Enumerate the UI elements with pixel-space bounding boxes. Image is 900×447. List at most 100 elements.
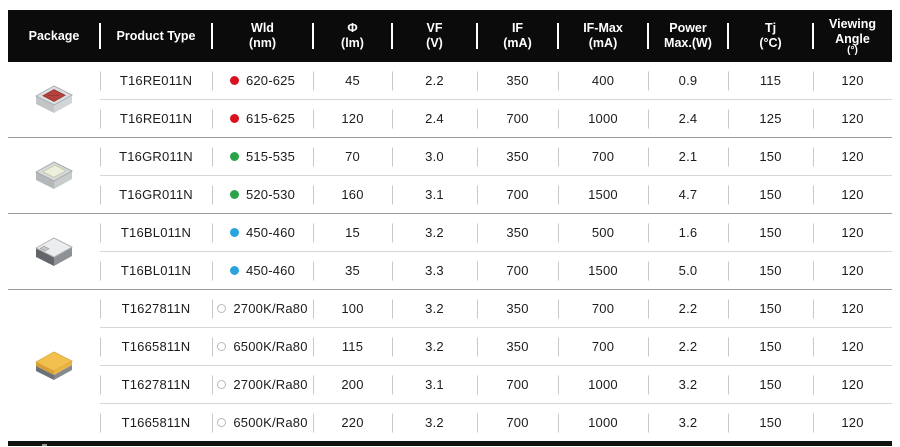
group-rows: T16RE011N 620-625 45 2.2 350 400 0.9 115 120 T16R…: [100, 62, 892, 137]
table-body: T16RE011N 620-625 45 2.2 350 400 0.9 115 120 T16R…: [8, 62, 892, 441]
column-header-line: Tj: [764, 21, 777, 36]
column-header-line: IF: [511, 21, 524, 36]
wld-value: 520-530: [245, 187, 296, 202]
cell-if-max: 1500: [558, 176, 648, 213]
cell-viewing-angle: 120: [813, 290, 892, 327]
cell-if: 700: [477, 176, 558, 213]
column-header-package: Package: [8, 10, 100, 62]
column-header-if: IF (mA): [477, 10, 558, 62]
cell-tj: 125: [728, 100, 813, 137]
cell-vf: 2.4: [392, 100, 477, 137]
cell-if: 700: [477, 366, 558, 403]
table-row: T16GR011N 520-530 160 3.1 700 1500 4.7 150 120: [100, 175, 892, 213]
cell-power-max: 4.7: [648, 176, 728, 213]
column-header-line: Viewing: [828, 16, 876, 31]
table-row: T1627811N 2700K/Ra80 100 3.2 350 700 2.2 150 120: [100, 290, 892, 327]
cell-tj: 150: [728, 290, 813, 327]
bottom-rule: [8, 441, 892, 446]
cell-if: 700: [477, 252, 558, 289]
column-header-wld: Wld (nm): [212, 10, 313, 62]
cell-wld: 6500K/Ra80: [212, 404, 313, 441]
cell-power-max: 5.0: [648, 252, 728, 289]
cell-tj: 150: [728, 138, 813, 175]
product-group: T16GR011N 515-535 70 3.0 350 700 2.1 150 120 T16G…: [8, 137, 892, 213]
wld-value: 615-625: [245, 111, 296, 126]
red-dot-icon: [229, 76, 239, 85]
column-header-if_max: IF-Max (mA): [558, 10, 648, 62]
cell-wld: 450-460: [212, 252, 313, 289]
group-rows: T16GR011N 515-535 70 3.0 350 700 2.1 150 120 T16G…: [100, 138, 892, 213]
table-row: T16RE011N 620-625 45 2.2 350 400 0.9 115 120: [100, 62, 892, 99]
column-header-line: (nm): [248, 36, 277, 50]
cell-product-type: T16GR011N: [100, 138, 212, 175]
cell-wld: 6500K/Ra80: [212, 328, 313, 365]
column-header-line: (mA): [503, 36, 532, 50]
cell-power-max: 2.2: [648, 328, 728, 365]
cell-tj: 150: [728, 404, 813, 441]
cell-power-max: 3.2: [648, 366, 728, 403]
white-circle-icon: [217, 380, 227, 389]
cell-if-max: 1000: [558, 404, 648, 441]
cell-product-type: T16RE011N: [100, 100, 212, 137]
column-header-line: Package: [28, 28, 80, 43]
cell-flux: 120: [313, 100, 392, 137]
cell-viewing-angle: 120: [813, 252, 892, 289]
cell-vf: 3.1: [392, 176, 477, 213]
cell-tj: 150: [728, 214, 813, 251]
column-header-line: Power: [669, 21, 707, 36]
cell-tj: 150: [728, 252, 813, 289]
blue-dot-icon: [229, 228, 239, 237]
cell-flux: 220: [313, 404, 392, 441]
cell-if-max: 700: [558, 328, 648, 365]
cell-vf: 3.3: [392, 252, 477, 289]
cell-wld: 2700K/Ra80: [212, 366, 313, 403]
cell-wld: 615-625: [212, 100, 313, 137]
table-row: T16RE011N 615-625 120 2.4 700 1000 2.4 125 120: [100, 99, 892, 137]
cell-power-max: 0.9: [648, 62, 728, 99]
led-package-blue-icon: [8, 214, 100, 289]
table-header: Package Product Type Wld (nm) Φ (lm) VF (V) IF (m…: [8, 10, 892, 62]
cell-wld: 450-460: [212, 214, 313, 251]
cell-if: 350: [477, 214, 558, 251]
cell-vf: 3.2: [392, 290, 477, 327]
led-package-red-icon: [8, 62, 100, 137]
cell-if: 700: [477, 100, 558, 137]
cell-wld: 2700K/Ra80: [212, 290, 313, 327]
product-group: T16BL011N 450-460 15 3.2 350 500 1.6 150 120 T16B…: [8, 213, 892, 289]
column-header-line: Product Type: [116, 28, 196, 43]
cell-power-max: 3.2: [648, 404, 728, 441]
column-header-line: (V): [426, 36, 443, 50]
column-header-vf: VF (V): [392, 10, 477, 62]
cell-if-max: 400: [558, 62, 648, 99]
cell-if-max: 1000: [558, 100, 648, 137]
column-header-line: Wld: [251, 21, 274, 36]
led-package-green-icon: [8, 138, 100, 213]
cell-tj: 150: [728, 176, 813, 213]
wld-value: 2700K/Ra80: [233, 377, 308, 392]
column-header-line: Max.(W): [664, 36, 712, 50]
cell-product-type: T1627811N: [100, 366, 212, 403]
column-header-line: (mA): [588, 36, 618, 50]
cell-if: 350: [477, 328, 558, 365]
cell-viewing-angle: 120: [813, 404, 892, 441]
cell-power-max: 2.2: [648, 290, 728, 327]
group-rows: T16BL011N 450-460 15 3.2 350 500 1.6 150 120 T16B…: [100, 214, 892, 289]
wld-value: 515-535: [245, 149, 296, 164]
cell-if-max: 500: [558, 214, 648, 251]
cell-wld: 520-530: [212, 176, 313, 213]
cell-flux: 100: [313, 290, 392, 327]
cell-product-type: T16GR011N: [100, 176, 212, 213]
cell-product-type: T1627811N: [100, 290, 212, 327]
cell-if: 350: [477, 290, 558, 327]
cell-if: 350: [477, 138, 558, 175]
cell-power-max: 1.6: [648, 214, 728, 251]
blue-dot-icon: [229, 266, 239, 275]
table-row: T1665811N 6500K/Ra80 220 3.2 700 1000 3.2 150 12…: [100, 403, 892, 441]
column-header-line: (°): [847, 45, 858, 57]
cell-viewing-angle: 120: [813, 214, 892, 251]
cell-if-max: 700: [558, 138, 648, 175]
cell-tj: 150: [728, 366, 813, 403]
product-table: Package Product Type Wld (nm) Φ (lm) VF (V) IF (m…: [8, 10, 892, 446]
cell-vf: 3.1: [392, 366, 477, 403]
wld-value: 6500K/Ra80: [233, 339, 308, 354]
